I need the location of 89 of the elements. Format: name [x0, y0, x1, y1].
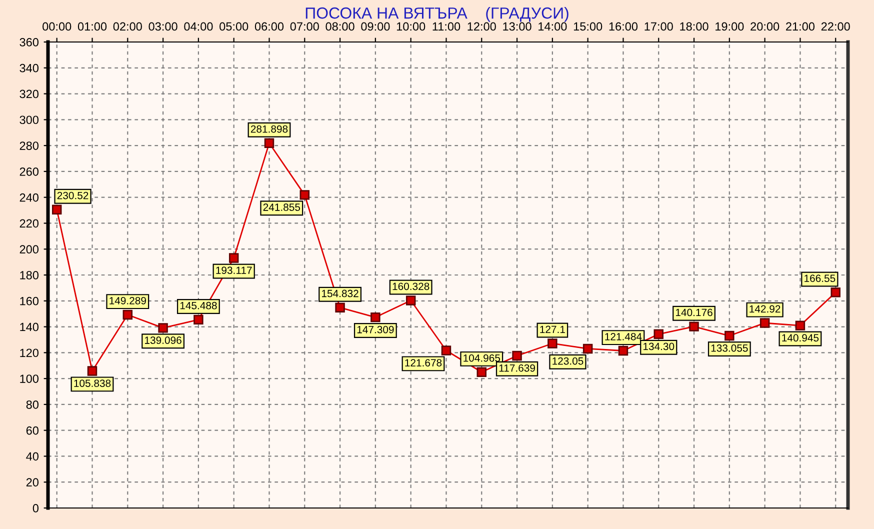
point — [406, 296, 416, 306]
point — [300, 190, 310, 200]
y-tick-label: 120 — [20, 348, 39, 358]
x-tick-label: 17:00 — [644, 22, 673, 31]
data-label: 134.30 — [643, 342, 674, 350]
y-tick-label: 220 — [20, 219, 39, 228]
data-label: 133.055 — [711, 344, 748, 352]
data-label: 281.898 — [250, 125, 288, 133]
y-tick-label: 160 — [20, 296, 39, 306]
point — [228, 253, 239, 263]
point — [795, 320, 806, 330]
point — [618, 346, 628, 356]
y-tick-label: 300 — [20, 116, 39, 124]
point — [654, 329, 664, 340]
point — [724, 330, 734, 341]
y-tick-label: 360 — [20, 38, 39, 46]
data-label: 147.309 — [357, 326, 394, 334]
point — [689, 322, 699, 332]
x-tick-label: 07:00 — [290, 22, 319, 31]
x-tick-label: 18:00 — [680, 22, 708, 31]
y-tick-label: 340 — [20, 64, 39, 72]
data-label: 166.55 — [804, 274, 836, 282]
point — [158, 323, 168, 333]
y-tick-label: 240 — [20, 193, 39, 202]
data-label: 105.838 — [74, 380, 111, 387]
x-tick-label: 16:00 — [609, 22, 638, 31]
point — [122, 310, 133, 320]
y-tick-label: 40 — [26, 452, 39, 461]
x-tick-label: 10:00 — [396, 22, 426, 31]
y-tick-label: 20 — [26, 478, 39, 487]
x-tick-label: 12:00 — [468, 22, 496, 31]
x-tick-label: 02:00 — [113, 22, 142, 31]
point — [335, 302, 345, 312]
point — [512, 350, 522, 361]
x-tick-label: 14:00 — [538, 22, 567, 31]
x-tick-label: 08:00 — [326, 22, 354, 31]
x-tick-label: 01:00 — [78, 22, 107, 31]
x-tick-label: 19:00 — [716, 22, 744, 31]
x-tick-label: 11:00 — [432, 22, 460, 31]
y-tick-label: 180 — [20, 271, 39, 280]
point — [87, 366, 98, 376]
data-label: 230.52 — [57, 192, 88, 200]
y-tick-label: 200 — [20, 245, 39, 254]
y-tick-label: 0 — [32, 504, 39, 512]
y-tick-label: 140 — [20, 322, 39, 332]
point — [52, 204, 62, 214]
x-tick-label: 00:00 — [42, 22, 72, 31]
x-tick-label: 22:00 — [821, 22, 850, 31]
point — [830, 288, 840, 298]
y-tick-label: 100 — [20, 374, 39, 383]
data-label: 121.678 — [405, 359, 442, 366]
y-tick-label: 80 — [26, 400, 39, 409]
data-label: 121.484 — [605, 332, 642, 340]
data-label: 193.117 — [216, 266, 252, 274]
point — [264, 138, 274, 148]
point — [370, 312, 380, 322]
x-tick-label: 20:00 — [750, 22, 780, 31]
data-label: 117.639 — [499, 364, 535, 372]
point — [548, 338, 558, 348]
data-label: 104.965 — [464, 354, 500, 362]
x-tick-label: 04:00 — [184, 22, 213, 31]
x-tick-label: 21:00 — [786, 22, 815, 31]
data-label: 123.05 — [552, 357, 584, 365]
x-tick-label: 09:00 — [361, 22, 390, 31]
data-label: 140.945 — [782, 334, 819, 342]
chart-title: ПОСОКА НА ВЯТЪРА (ГРАДУСИ) — [306, 7, 568, 22]
x-tick-label: 03:00 — [148, 22, 178, 31]
data-label: 140.176 — [676, 308, 712, 316]
x-tick-label: 06:00 — [254, 22, 284, 31]
point — [760, 318, 770, 328]
point — [476, 367, 486, 377]
data-label: 241.855 — [263, 204, 300, 211]
data-label: 127.1 — [540, 326, 565, 333]
data-label: 160.328 — [392, 282, 430, 290]
point — [441, 346, 452, 356]
x-tick-label: 15:00 — [574, 22, 602, 31]
y-tick-label: 60 — [26, 426, 39, 435]
point — [582, 344, 593, 354]
point — [194, 314, 204, 325]
y-tick-label: 320 — [20, 90, 39, 98]
x-tick-label: 13:00 — [503, 22, 532, 31]
data-label: 139.096 — [145, 336, 182, 344]
y-tick-label: 260 — [20, 167, 39, 176]
data-label: 154.832 — [322, 290, 358, 298]
data-label: 142.92 — [750, 305, 780, 313]
data-label: 149.289 — [110, 296, 146, 304]
x-tick-label: 05:00 — [220, 22, 248, 31]
data-label: 145.488 — [180, 302, 217, 310]
y-tick-label: 280 — [20, 142, 39, 150]
